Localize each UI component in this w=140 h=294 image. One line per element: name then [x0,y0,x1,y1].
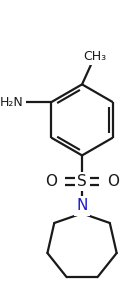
Text: CH₃: CH₃ [84,50,107,63]
Text: O: O [45,174,57,189]
Text: H₂N: H₂N [0,96,24,109]
Text: S: S [77,174,87,189]
Text: O: O [107,174,119,189]
Text: N: N [76,198,88,213]
